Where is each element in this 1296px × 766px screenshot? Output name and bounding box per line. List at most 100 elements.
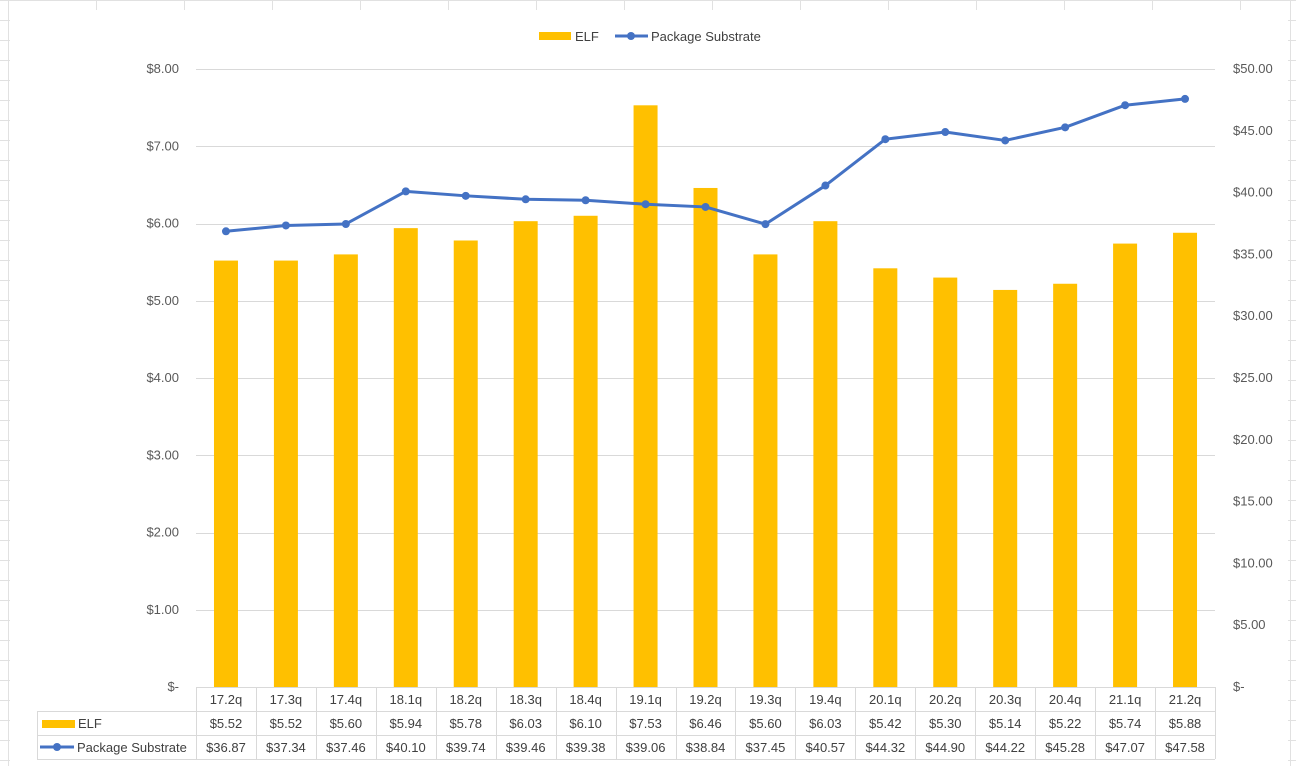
table-cell-elf: $6.10 [569,716,602,731]
category-label: 17.4q [330,692,363,707]
bar-elf [1053,283,1078,687]
point-package-substrate [941,128,950,137]
bar-elf [1113,243,1138,687]
table-cell-package-substrate: $38.84 [686,740,726,755]
table-cell-elf: $5.22 [1049,716,1082,731]
table-cell-package-substrate: $39.74 [446,740,486,755]
point-package-substrate [701,202,710,211]
table-cell-elf: $5.78 [449,716,482,731]
combo-chart: $- $1.00 $2.00 $3.00 $4.00 $5.00 $6.00 $7.00 $8.… [37,29,1273,760]
point-package-substrate [641,200,650,209]
table-cell-elf: $5.42 [869,716,902,731]
legend-label-package-substrate: Package Substrate [651,29,761,44]
y-right-tick-label: $30.00 [1233,308,1273,323]
category-label: 17.2q [210,692,243,707]
y-right-tick-label: $10.00 [1233,555,1273,570]
category-label: 18.4q [569,692,602,707]
point-package-substrate [521,195,530,204]
y-left-tick-label: $3.00 [146,447,179,462]
table-cell-package-substrate: $44.90 [925,740,965,755]
table-cell-package-substrate: $44.22 [985,740,1025,755]
table-cell-package-substrate: $37.46 [326,740,366,755]
bar-elf [693,187,718,687]
y-left-tick-label: $8.00 [146,61,179,76]
y-left-tick-label: $1.00 [146,602,179,617]
category-label: 17.3q [270,692,303,707]
y-left-tick-label: $- [167,679,179,694]
bar-elf [573,215,598,687]
table-cell-elf: $5.52 [270,716,303,731]
table-cell-package-substrate: $39.38 [566,740,606,755]
table-cell-elf: $5.60 [749,716,782,731]
point-package-substrate [281,221,290,230]
category-label: 21.2q [1169,692,1202,707]
category-label: 20.4q [1049,692,1082,707]
point-package-substrate [1001,136,1010,145]
table-cell-elf: $6.03 [509,716,542,731]
table-cell-elf: $6.46 [689,716,722,731]
category-label: 18.3q [509,692,542,707]
category-label: 20.2q [929,692,962,707]
table-cell-package-substrate: $47.58 [1165,740,1205,755]
table-cell-elf: $5.30 [929,716,962,731]
point-package-substrate [341,219,350,228]
category-label: 19.4q [809,692,842,707]
category-label: 20.3q [989,692,1022,707]
point-package-substrate [1181,94,1190,103]
y-right-tick-label: $- [1233,679,1245,694]
y-right-tick-label: $20.00 [1233,432,1273,447]
table-cell-package-substrate: $44.32 [865,740,905,755]
chart-area[interactable]: $- $1.00 $2.00 $3.00 $4.00 $5.00 $6.00 $7.00 $8.… [10,10,1288,766]
point-package-substrate [1061,123,1070,132]
table-row-label-package-substrate: Package Substrate [77,740,187,755]
bar-elf [813,221,838,687]
table-cell-elf: $5.94 [390,716,423,731]
bar-elf [513,221,538,687]
point-package-substrate [461,191,470,200]
category-label: 18.2q [449,692,482,707]
bar-elf [753,254,778,687]
y-left-tick-label: $6.00 [146,216,179,231]
y-right-tick-label: $25.00 [1233,370,1273,385]
point-package-substrate [581,196,590,205]
legend-swatch-elf [539,32,571,40]
bar-elf [993,289,1018,687]
table-cell-elf: $7.53 [629,716,662,731]
y-left-tick-label: $5.00 [146,293,179,308]
category-label: 21.1q [1109,692,1142,707]
bar-elf [873,268,898,687]
y-right-tick-label: $15.00 [1233,494,1273,509]
bar-elf [1173,232,1198,687]
table-cell-package-substrate: $37.45 [746,740,786,755]
point-package-substrate [761,220,770,229]
bar-elf [933,277,958,687]
table-cell-elf: $5.52 [210,716,243,731]
category-label: 18.1q [390,692,423,707]
point-package-substrate [821,181,830,190]
table-cell-package-substrate: $40.57 [805,740,845,755]
table-cell-elf: $5.60 [330,716,363,731]
category-label: 19.2q [689,692,722,707]
bar-elf [213,260,238,687]
bar-elf [393,228,418,687]
bar-elf [333,254,358,687]
table-cell-package-substrate: $40.10 [386,740,426,755]
legend-marker-package-substrate [627,32,635,40]
table-key-elf [42,720,75,728]
category-label: 20.1q [869,692,902,707]
table-cell-package-substrate: $47.07 [1105,740,1145,755]
table-cell-elf: $5.74 [1109,716,1142,731]
table-cell-package-substrate: $39.06 [626,740,666,755]
table-cell-elf: $5.88 [1169,716,1202,731]
category-label: 19.3q [749,692,782,707]
table-cell-package-substrate: $45.28 [1045,740,1085,755]
category-label: 19.1q [629,692,662,707]
point-package-substrate [221,227,230,236]
table-cell-elf: $5.14 [989,716,1022,731]
y-left-tick-label: $2.00 [146,525,179,540]
y-right-tick-label: $50.00 [1233,61,1273,76]
point-package-substrate [1121,101,1130,110]
y-right-tick-label: $35.00 [1233,246,1273,261]
point-package-substrate [401,187,410,196]
bar-elf [273,260,298,687]
